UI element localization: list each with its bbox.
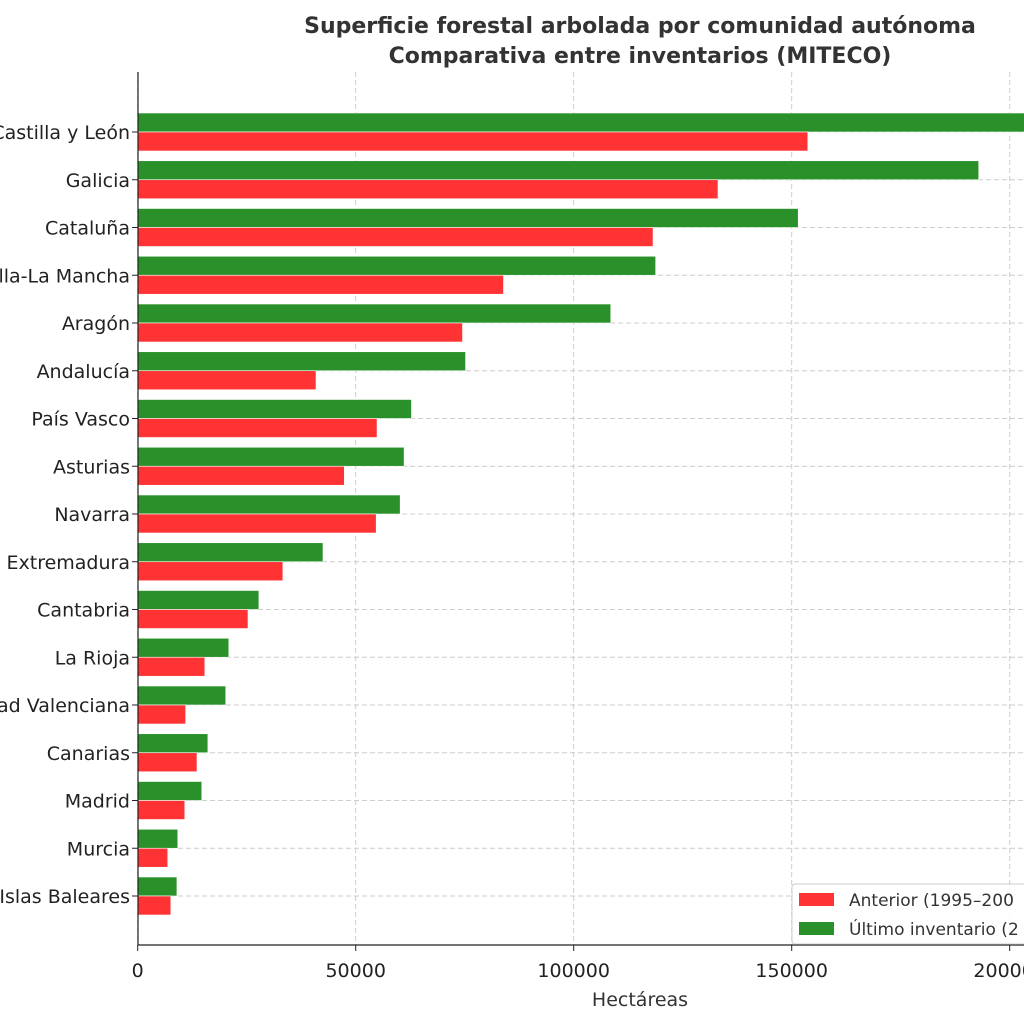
bar-anterior (137, 274, 504, 295)
legend-frame (791, 883, 1024, 945)
bars (137, 112, 1024, 916)
y-tick-label: Canarias (47, 743, 130, 765)
y-tick-label: Aragón (62, 313, 130, 335)
bar-ultimo-inventario (137, 446, 405, 467)
y-tick-label: Castilla-La Mancha (0, 265, 130, 287)
y-tick-label: País Vasco (31, 409, 130, 431)
y-tick-label: Castilla y León (0, 122, 130, 144)
bar-anterior (137, 895, 172, 916)
legend-swatch-anterior (799, 893, 834, 906)
bar-ultimo-inventario (137, 542, 324, 563)
y-tick-label: Comunidad Valenciana (0, 695, 130, 717)
y-tick-label: La Rioja (55, 647, 130, 669)
bar-ultimo-inventario (137, 685, 227, 706)
legend-label-anterior: Anterior (1995–200 (849, 891, 1014, 911)
x-tick-label: 0 (132, 960, 144, 982)
bar-ultimo-inventario (137, 637, 230, 658)
bar-ultimo-inventario (137, 303, 612, 324)
chart-title: Superficie forestal arbolada por comunid… (304, 14, 976, 39)
bar-anterior (137, 227, 654, 247)
y-tick-label: Asturias (53, 456, 130, 478)
bar-anterior (137, 418, 378, 438)
bar-anterior (137, 322, 463, 343)
bar-ultimo-inventario (137, 112, 1024, 133)
bar-anterior (137, 561, 284, 582)
y-tick-label: Andalucía (37, 361, 130, 383)
x-tick-label: 100000 (537, 960, 610, 982)
x-tick-label: 150000 (755, 960, 828, 982)
x-tick-label: 200000 (973, 960, 1024, 982)
y-tick-label: Galicia (66, 170, 130, 192)
bar-anterior (137, 800, 186, 820)
x-tick-label: 50000 (325, 960, 385, 982)
bar-ultimo-inventario (137, 255, 656, 276)
bar-ultimo-inventario (137, 399, 412, 419)
y-tick-label: Islas Baleares (0, 886, 130, 908)
y-ticks: Castilla y León Galicia Cataluña Castilla-L… (0, 122, 138, 908)
bar-ultimo-inventario (137, 590, 260, 610)
chart-subtitle: Comparativa entre inventarios (MITECO) (389, 44, 892, 69)
bar-ultimo-inventario (137, 733, 209, 754)
bar-anterior (137, 752, 198, 773)
y-tick-label: Cantabria (37, 600, 130, 622)
bar-anterior (137, 847, 169, 868)
bar-anterior (137, 370, 317, 391)
y-tick-label: Madrid (65, 791, 130, 813)
bar-ultimo-inventario (137, 828, 179, 849)
y-tick-label: Extremadura (7, 552, 131, 574)
bar-anterior (137, 513, 377, 534)
bar-ultimo-inventario (137, 494, 401, 515)
bar-ultimo-inventario (137, 781, 203, 801)
x-axis-label: Hectáreas (592, 989, 688, 1011)
bar-anterior (137, 179, 719, 200)
y-tick-label: Cataluña (45, 218, 130, 240)
legend-label-ultimo: Último inventario (2 (849, 918, 1019, 940)
bar-ultimo-inventario (137, 208, 799, 228)
x-ticks: 0 50000 100000 150000 200000 (132, 945, 1024, 982)
bar-anterior (137, 704, 186, 725)
bar-anterior (137, 609, 249, 629)
legend: Anterior (1995–200 Último inventario (2 (791, 883, 1024, 945)
bar-ultimo-inventario (137, 160, 980, 181)
y-tick-label: Murcia (67, 838, 130, 860)
bar-ultimo-inventario (137, 351, 466, 372)
y-tick-label: Navarra (54, 504, 130, 526)
bar-anterior (137, 656, 206, 677)
bar-anterior (137, 465, 345, 486)
bar-anterior (137, 131, 809, 152)
bar-ultimo-inventario (137, 876, 178, 897)
legend-swatch-ultimo (799, 922, 834, 935)
